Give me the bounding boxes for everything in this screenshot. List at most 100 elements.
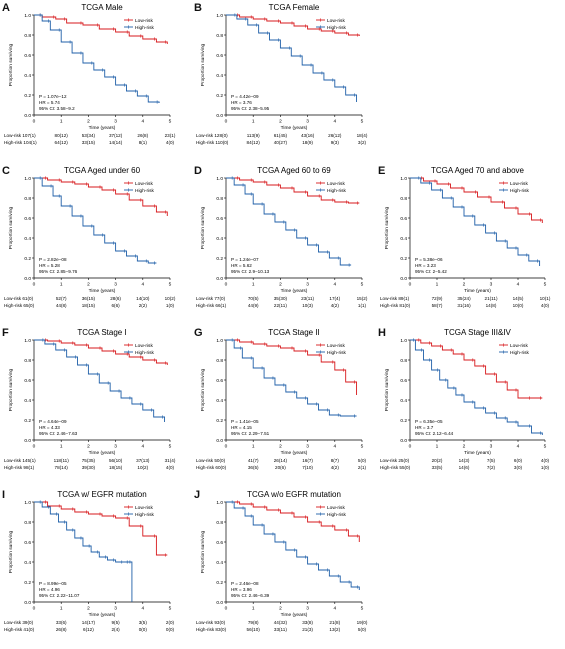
- risk-high-cell: 6(12): [83, 627, 94, 632]
- risk-high-cell: 21(3): [302, 627, 313, 632]
- y-tick-label: 0.8: [216, 520, 223, 526]
- risk-low-cell: 15(2): [357, 296, 368, 301]
- risk-low-cell: 23(1): [165, 133, 176, 138]
- km-chart: TCGA w/ EGFR mutation 0.0 0.2 0.4 0.6 0.8 1.0 0…: [4, 490, 175, 632]
- risk-low-cell: 4(0): [541, 458, 550, 463]
- risk-low-cell: 35(24): [457, 296, 471, 301]
- x-tick-label: 0: [225, 606, 228, 612]
- x-tick-label: 2: [463, 444, 466, 450]
- y-tick-label: 1.0: [24, 338, 31, 344]
- y-tick-label: 0.2: [216, 580, 223, 586]
- y-tick-label: 0.0: [216, 276, 223, 282]
- km-chart: TCGA Aged under 60 0.0 0.2 0.4 0.6 0.8 1.0 0 1 2 3…: [4, 166, 176, 308]
- legend-low-label: Low-risk: [327, 181, 345, 187]
- stats-line: P = 1.07e−12: [39, 94, 67, 99]
- high-risk-series: [226, 13, 358, 102]
- low-risk-series: [410, 176, 543, 223]
- km-curve: [34, 339, 168, 365]
- y-axis-label: Proportion surviving: [8, 368, 14, 411]
- stats-line: 95% CI: 2.46−7.63: [39, 431, 78, 436]
- risk-low-cell: 20(2): [432, 458, 443, 463]
- risk-high-cell: 18(15): [82, 303, 96, 308]
- risk-high-cell: High-risk 104(1): [4, 140, 37, 145]
- low-risk-series: [226, 500, 360, 542]
- km-chart: TCGA Stage III&IV 0.0 0.2 0.4 0.6 0.8 1.0 0 1 2 3 4…: [380, 328, 550, 470]
- y-tick-label: 0.8: [24, 520, 31, 526]
- x-tick-label: 1: [60, 606, 63, 612]
- stats-line: HR = 3.7: [415, 425, 434, 430]
- stats-line: P = 4.42e−09: [231, 94, 259, 99]
- y-tick-label: 0.4: [400, 236, 407, 242]
- km-chart: TCGA Aged 60 to 690.00.20.40.60.81.00 1 2 3…: [196, 166, 368, 308]
- panel-letter: H: [378, 327, 386, 339]
- x-tick-label: 3: [114, 444, 117, 450]
- x-tick-label: 3: [306, 282, 309, 288]
- risk-low-cell: 79(8): [248, 620, 259, 625]
- panel-letter: I: [2, 489, 6, 501]
- risk-high-cell: 1(0): [541, 465, 550, 470]
- x-tick-label: 4: [333, 606, 336, 612]
- risk-high-cell: 14(6): [459, 465, 470, 470]
- risk-high-cell: 10(2): [137, 465, 148, 470]
- y-tick-label: 1.0: [24, 13, 31, 19]
- y-tick-label: 0.2: [400, 418, 407, 424]
- risk-high-cell: 33(15): [82, 140, 96, 145]
- risk-high-cell: 44(8): [56, 303, 67, 308]
- y-axis-label: Proportion surviving: [200, 206, 206, 249]
- risk-high-cell: High-risk 66(1): [196, 303, 227, 308]
- y-tick-label: 0.6: [24, 53, 31, 59]
- panel-e: E TCGA Aged 70 and above 0.0 0.2 0.4 0.6 0.8 1…: [376, 163, 565, 323]
- x-tick-label: 1: [60, 119, 63, 125]
- y-tick-label: 1.0: [216, 13, 223, 19]
- risk-high-cell: High-risk 65(0): [4, 303, 35, 308]
- stats-line: HR = 4.15: [231, 425, 252, 430]
- x-axis-label: Time (years): [89, 288, 116, 294]
- risk-high-cell: 2(1): [358, 465, 367, 470]
- risk-high-cell: 8(1): [139, 140, 148, 145]
- risk-low-cell: 37(12): [109, 133, 123, 138]
- chart-title: TCGA Aged 60 to 69: [257, 166, 331, 175]
- stats-line: 95% CI: 2−5.42: [415, 269, 447, 274]
- risk-low-cell: 5(0): [358, 458, 367, 463]
- panel-letter: A: [2, 2, 10, 14]
- x-axis-label: Time (years): [89, 450, 116, 456]
- km-curve: [410, 339, 543, 399]
- stats-line: 95% CI: 2.85−9.76: [39, 269, 78, 274]
- chart-title: TCGA Female: [269, 3, 320, 12]
- km-chart: TCGA Stage II 0.0 0.2 0.4 0.6 0.8 1.0 0 1 2 3 4 5 Tim…: [196, 328, 367, 470]
- chart-title: TCGA Stage I: [77, 328, 126, 337]
- x-tick-label: 5: [361, 119, 364, 125]
- y-tick-label: 0.8: [400, 196, 407, 202]
- x-axis-label: Time (years): [464, 288, 491, 294]
- x-tick-label: 5: [544, 444, 547, 450]
- y-tick-label: 0.0: [216, 438, 223, 444]
- risk-low-cell: 80(12): [55, 133, 69, 138]
- risk-high-cell: 44(9): [248, 303, 259, 308]
- risk-high-cell: 5(0): [358, 627, 367, 632]
- y-tick-label: 1.0: [400, 338, 407, 344]
- x-tick-label: 2: [87, 606, 90, 612]
- risk-low-cell: Low-risk 50(0): [196, 458, 226, 463]
- km-curve: [34, 14, 168, 44]
- risk-low-cell: 14(10): [136, 296, 150, 301]
- y-tick-label: 0.6: [216, 53, 223, 59]
- risk-low-cell: 10(1): [540, 296, 551, 301]
- risk-low-cell: 53(34): [82, 133, 96, 138]
- stats-line: HR = 4.96: [39, 587, 60, 592]
- x-tick-label: 1: [252, 282, 255, 288]
- y-tick-label: 0.6: [216, 378, 223, 384]
- risk-low-cell: 14(17): [82, 620, 96, 625]
- risk-low-cell: 70(5): [248, 296, 259, 301]
- risk-high-cell: 56(10): [247, 627, 261, 632]
- legend-high-label: High-risk: [135, 512, 155, 518]
- legend-high-label: High-risk: [135, 25, 155, 31]
- x-axis-label: Time (years): [89, 612, 116, 618]
- stats-line: 95% CI: 3.58−9.2: [39, 106, 75, 111]
- x-tick-label: 5: [169, 119, 172, 125]
- y-tick-label: 0.8: [400, 358, 407, 364]
- x-tick-label: 3: [306, 119, 309, 125]
- y-tick-label: 0.2: [216, 256, 223, 262]
- low-risk-series: [34, 500, 168, 557]
- stats-line: HR = 3.96: [231, 587, 252, 592]
- risk-low-cell: 21(8): [329, 620, 340, 625]
